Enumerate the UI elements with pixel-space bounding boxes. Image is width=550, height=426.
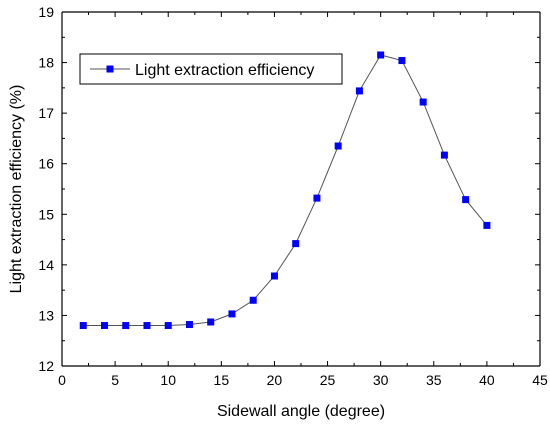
x-tick-label: 25 <box>320 372 336 388</box>
x-tick-label: 5 <box>111 372 119 388</box>
y-tick-label: 19 <box>38 4 54 20</box>
x-tick-label: 20 <box>267 372 283 388</box>
data-point <box>143 322 151 330</box>
x-axis-ticks: 0 5 10 15 20 25 30 35 40 45 <box>58 12 548 388</box>
y-tick-label: 18 <box>38 55 54 71</box>
series-line <box>83 54 488 326</box>
legend-marker <box>106 65 114 73</box>
data-point <box>440 151 448 159</box>
x-tick-label: 35 <box>426 372 442 388</box>
data-point <box>334 142 342 150</box>
legend: Light extraction efficiency <box>79 53 343 85</box>
y-tick-label: 17 <box>38 105 54 121</box>
y-tick-label: 12 <box>38 358 54 374</box>
data-point <box>122 322 130 330</box>
plot-area <box>79 51 491 330</box>
data-point <box>462 196 470 204</box>
x-tick-label: 10 <box>160 372 176 388</box>
data-point <box>164 322 172 330</box>
legend-entry-label: Light extraction efficiency <box>135 62 314 79</box>
x-tick-label: 0 <box>58 372 66 388</box>
y-tick-label: 15 <box>38 206 54 222</box>
data-point <box>398 57 406 65</box>
y-tick-label: 14 <box>38 257 54 273</box>
x-axis-title: Sidewall angle (degree) <box>217 403 385 420</box>
data-point <box>228 310 236 318</box>
data-point <box>483 221 491 229</box>
x-tick-label: 45 <box>532 372 548 388</box>
data-point <box>249 296 257 304</box>
x-tick-label: 15 <box>214 372 230 388</box>
data-point <box>355 87 363 95</box>
x-tick-label: 30 <box>373 372 389 388</box>
x-tick-label: 40 <box>479 372 495 388</box>
data-point <box>270 272 278 280</box>
data-point <box>313 194 321 202</box>
y-axis-title: Light extraction efficiency (%) <box>8 85 25 294</box>
data-point <box>419 98 427 106</box>
data-point <box>377 51 385 59</box>
data-point <box>79 322 87 330</box>
y-tick-label: 16 <box>38 156 54 172</box>
y-axis-ticks: 12 13 14 15 16 17 18 19 <box>38 4 540 374</box>
legend-box <box>79 53 343 85</box>
data-point <box>207 318 215 326</box>
y-tick-label: 13 <box>38 307 54 323</box>
data-point <box>185 321 193 329</box>
data-point <box>292 240 300 248</box>
data-point <box>100 322 108 330</box>
